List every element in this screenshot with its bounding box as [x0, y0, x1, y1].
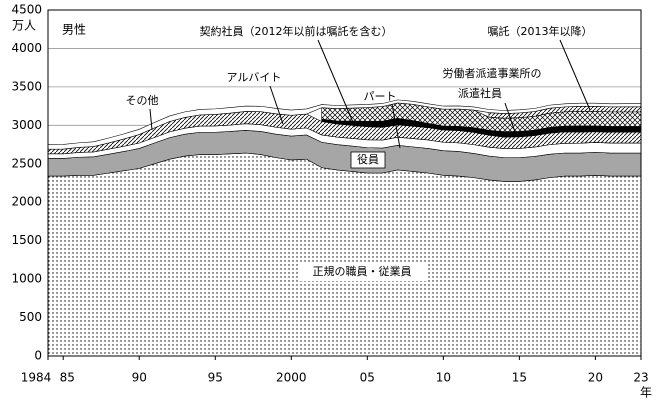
x-tick-label: 95	[208, 371, 223, 385]
leader-line	[149, 108, 153, 131]
leader-line	[559, 39, 591, 111]
series-label: 労働者派遣事業所の派遣社員	[443, 66, 542, 100]
y-tick-label: 1000	[11, 272, 42, 286]
label-bg	[298, 263, 426, 281]
x-tick-label: 20	[588, 371, 603, 385]
series-label: 役員	[357, 152, 379, 166]
y-tick-label: 2000	[11, 195, 42, 209]
y-tick-label: 500	[19, 310, 42, 324]
series-label: アルバイト	[227, 71, 282, 84]
y-tick-label: 3500	[11, 79, 42, 93]
series-label: 嘱託（2013年以降）	[488, 24, 593, 38]
x-tick-label: 10	[436, 371, 451, 385]
area	[47, 152, 642, 357]
y-tick-label: 4000	[11, 41, 42, 55]
series-label: 契約社員（2012年以前は嘱託を含む）	[200, 24, 393, 38]
series-label: その他	[126, 94, 159, 107]
series-label: 正規の職員・従業員	[313, 264, 412, 278]
y-tick-label: 1500	[11, 233, 42, 247]
x-tick-label: 85	[60, 371, 75, 385]
x-tick-label: 90	[132, 371, 147, 385]
y-tick-label: 0	[34, 349, 42, 363]
y-tick-label: 4500	[11, 3, 42, 17]
y-tick-label: 3000	[11, 118, 42, 132]
plot-frame	[47, 9, 642, 357]
leader-line	[269, 85, 284, 125]
subtitle: 男性	[62, 23, 86, 37]
leader-line	[317, 39, 356, 128]
x-tick-label: 15	[512, 371, 527, 385]
x-axis-label: 年	[640, 386, 652, 400]
x-tick-label: 2000	[276, 371, 307, 385]
series-label: パート	[364, 90, 397, 103]
x-tick-label: 05	[360, 371, 375, 385]
y-axis-label: 万人	[12, 19, 36, 33]
x-tick-label: 1984	[21, 371, 52, 385]
y-tick-label: 2500	[11, 156, 42, 170]
x-tick-label: 23	[633, 371, 648, 385]
leader-line	[504, 102, 516, 133]
leader-line	[391, 103, 401, 149]
label-bg	[350, 151, 386, 169]
